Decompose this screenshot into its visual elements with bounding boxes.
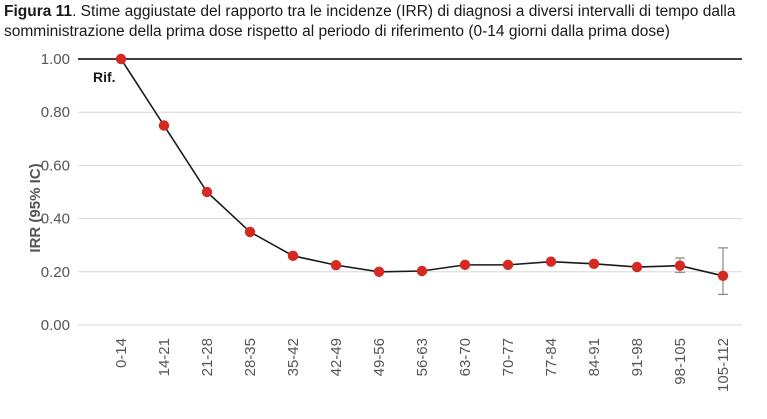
data-point — [545, 256, 557, 267]
x-tick-label: 77-84 — [543, 338, 560, 376]
x-tick-label: 14-21 — [156, 338, 173, 376]
data-point — [416, 265, 428, 277]
data-point — [244, 226, 256, 238]
y-tick-label: 0.80 — [41, 104, 70, 121]
x-tick-label: 35-42 — [285, 338, 302, 376]
data-point — [115, 53, 127, 65]
y-axis-label: IRR (95% IC) — [27, 163, 44, 252]
data-point — [330, 259, 342, 271]
y-tick-label: 0.40 — [41, 211, 70, 228]
data-points — [115, 53, 729, 281]
y-tick-label: 1.00 — [41, 51, 70, 68]
x-tick-label: 98-105 — [672, 338, 689, 385]
caption-text: . Stime aggiustate del rapporto tra le i… — [4, 3, 736, 40]
data-point — [373, 266, 385, 277]
y-tick-label: 0.00 — [41, 317, 70, 334]
data-point — [287, 250, 299, 262]
data-point — [631, 261, 643, 273]
x-tick-label: 56-63 — [414, 338, 431, 376]
gridlines — [78, 111, 742, 326]
x-tick-label: 105-112 — [715, 338, 732, 392]
x-tick-label: 49-56 — [371, 338, 388, 376]
x-tick-label: 91-98 — [629, 338, 646, 376]
caption-label: Figura 11 — [4, 3, 73, 20]
x-tick-label: 84-91 — [586, 338, 603, 376]
y-tick-label: 0.20 — [41, 264, 70, 281]
data-point — [201, 186, 213, 198]
x-tick-label: 28-35 — [242, 338, 259, 376]
y-axis-ticks: 0.00 0.20 0.40 0.60 0.80 1.00 — [41, 51, 70, 334]
x-tick-label: 63-70 — [457, 338, 474, 376]
data-point — [588, 258, 600, 270]
data-point — [502, 259, 514, 271]
y-tick-label: 0.60 — [41, 157, 70, 174]
reference-annotation: Rif. — [93, 69, 116, 85]
data-point — [459, 259, 471, 271]
figure-caption: Figura 11. Stime aggiustate del rapporto… — [4, 2, 764, 42]
data-point — [674, 260, 686, 271]
data-point — [158, 120, 170, 131]
x-tick-label: 0-14 — [113, 338, 130, 368]
x-tick-label: 70-77 — [500, 338, 517, 376]
series-line — [120, 58, 724, 277]
x-tick-label: 42-49 — [328, 338, 345, 376]
data-point — [717, 270, 729, 281]
x-tick-label: 21-28 — [199, 338, 216, 376]
x-axis-ticks: 0-14 14-21 21-28 28-35 35-42 42-49 49-56 56-63 6… — [113, 338, 732, 392]
